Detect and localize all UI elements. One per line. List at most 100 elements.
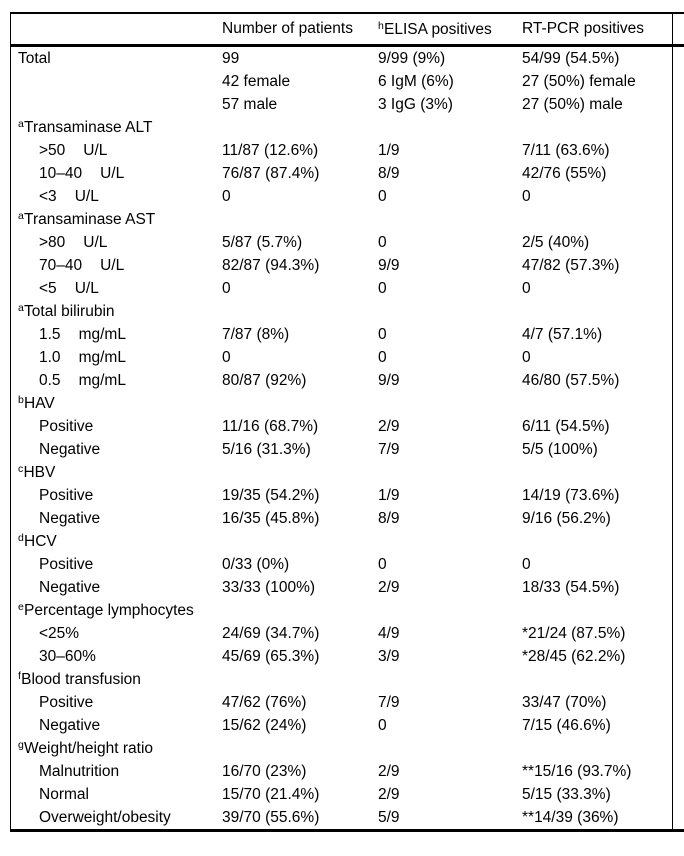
row-label: 70–40: [39, 257, 83, 274]
row-label-cell: Overweight/obesity: [10, 806, 222, 831]
row-label-cell: <5 U/L: [10, 277, 222, 300]
row-label-cell: fBlood transfusion: [10, 668, 222, 691]
row-label: Positive: [39, 487, 94, 504]
cell-elisa-positives: [378, 208, 522, 231]
table-row: 30–60% 45/69 (65.3%) 3/9 *28/45 (62.2%): [10, 645, 684, 668]
row-label-cell: 1.5 mg/mL: [10, 323, 222, 346]
table-row: 1.0 mg/mL 0 0 0: [10, 346, 684, 369]
row-unit: mg/mL: [78, 372, 126, 389]
row-label-cell: aTransaminase AST: [10, 208, 222, 231]
cell-elisa-positives: [378, 116, 522, 139]
cell-number-of-patients: [222, 530, 378, 553]
table-row: Negative 16/35 (45.8%) 8/9 9/16 (56.2%): [10, 507, 684, 530]
cell-number-of-patients: 19/35 (54.2%): [222, 486, 320, 504]
cell-elisa-positives: 3/9: [378, 647, 400, 665]
row-unit: U/L: [83, 142, 108, 159]
cell-number-of-patients: 99: [222, 49, 240, 67]
cell-elisa-positives: 9/9: [378, 371, 400, 389]
row-label: >50: [39, 142, 66, 159]
cell-number-of-patients: 5/87 (5.7%): [222, 233, 303, 251]
cell-elisa-positives: 8/9: [378, 509, 400, 527]
cell-number-of-patients: [222, 392, 378, 415]
row-label-cell: <25%: [10, 622, 222, 645]
row-label: 1.0: [39, 349, 61, 366]
row-label: Malnutrition: [39, 763, 120, 780]
results-table-container: Number of patients hELISA positives RT-P…: [10, 12, 684, 832]
cell-rtpcr-positives: 27 (50%) female: [522, 72, 636, 90]
cell-number-of-patients: [222, 208, 378, 231]
cell-number-of-patients: 57 male: [222, 95, 278, 113]
cell-rtpcr-positives: 7/15 (46.6%): [522, 716, 611, 734]
cell-number-of-patients: 39/70 (55.6%): [222, 808, 320, 826]
cell-number-of-patients: 0/33 (0%): [222, 555, 290, 573]
cell-number-of-patients: 45/69 (65.3%): [222, 647, 320, 665]
cell-rtpcr-positives: 54/99 (54.5%): [522, 49, 620, 67]
cell-rtpcr-positives: 47/82 (57.3%): [522, 256, 620, 274]
cell-rtpcr-positives: *28/45 (62.2%): [522, 647, 626, 665]
cell-elisa-positives: [378, 300, 522, 323]
cell-number-of-patients: [222, 668, 378, 691]
row-label-cell: ePercentage lymphocytes: [10, 599, 222, 622]
table-row: 42 female 6 IgM (6%) 27 (50%) female: [10, 70, 684, 93]
cell-rtpcr-positives: 42/76 (55%): [522, 164, 607, 182]
cell-elisa-positives: 3 IgG (3%): [378, 95, 453, 113]
table-row: Positive 19/35 (54.2%) 1/9 14/19 (73.6%): [10, 484, 684, 507]
row-label-cell: <3 U/L: [10, 185, 222, 208]
table-row: 10–40 U/L 76/87 (87.4%) 8/9 42/76 (55%): [10, 162, 684, 185]
cell-elisa-positives: [378, 737, 522, 760]
cell-rtpcr-positives: [522, 530, 684, 553]
row-unit: mg/mL: [78, 349, 126, 366]
cell-rtpcr-positives: [522, 461, 684, 484]
row-superscript: b: [18, 394, 25, 406]
table-row: <3 U/L 0 0 0: [10, 185, 684, 208]
cell-elisa-positives: 8/9: [378, 164, 400, 182]
cell-rtpcr-positives: [522, 599, 684, 622]
row-label-cell: 10–40 U/L: [10, 162, 222, 185]
cell-elisa-positives: 7/9: [378, 693, 400, 711]
cell-rtpcr-positives: *21/24 (87.5%): [522, 624, 626, 642]
cell-number-of-patients: 80/87 (92%): [222, 371, 307, 389]
row-label-cell: aTotal bilirubin: [10, 300, 222, 323]
cell-rtpcr-positives: 2/5 (40%): [522, 233, 590, 251]
table-left-rule: [10, 12, 11, 832]
cell-rtpcr-positives: [522, 737, 684, 760]
header-empty-cell: [10, 13, 222, 47]
row-label: Positive: [39, 418, 94, 435]
row-label: HAV: [24, 395, 55, 412]
row-label: HCV: [24, 533, 57, 550]
cell-rtpcr-positives: 9/16 (56.2%): [522, 509, 611, 527]
cell-number-of-patients: 82/87 (94.3%): [222, 256, 320, 274]
cell-number-of-patients: [222, 461, 378, 484]
row-superscript: d: [18, 532, 25, 544]
cell-number-of-patients: 76/87 (87.4%): [222, 164, 320, 182]
cell-elisa-positives: [378, 461, 522, 484]
table-row: aTransaminase ALT: [10, 116, 684, 139]
row-label: 10–40: [39, 165, 83, 182]
cell-elisa-positives: [378, 530, 522, 553]
cell-rtpcr-positives: 33/47 (70%): [522, 693, 607, 711]
row-label-cell: >50 U/L: [10, 139, 222, 162]
header-row: Number of patients hELISA positives RT-P…: [10, 13, 684, 47]
cell-rtpcr-positives: 0: [522, 555, 531, 573]
table-row: aTransaminase AST: [10, 208, 684, 231]
cell-number-of-patients: 0: [222, 187, 231, 205]
row-label: Total bilirubin: [24, 303, 115, 320]
header-label: Number of patients: [222, 20, 353, 37]
cell-elisa-positives: 9/99 (9%): [378, 49, 446, 67]
table-row: bHAV: [10, 392, 684, 415]
row-label: 1.5: [39, 326, 61, 343]
row-label: Total: [18, 50, 51, 67]
cell-rtpcr-positives: 0: [522, 187, 531, 205]
header-elisa-positives: hELISA positives: [378, 13, 522, 47]
row-superscript: a: [18, 210, 25, 222]
row-unit: U/L: [83, 234, 108, 251]
row-label-cell: bHAV: [10, 392, 222, 415]
row-label-cell: Negative: [10, 576, 222, 599]
cell-rtpcr-positives: 6/11 (54.5%): [522, 417, 610, 435]
cell-number-of-patients: 16/35 (45.8%): [222, 509, 320, 527]
header-number-of-patients: Number of patients: [222, 13, 378, 47]
row-label-cell: Positive: [10, 553, 222, 576]
row-superscript: a: [18, 302, 25, 314]
row-label-cell: aTransaminase ALT: [10, 116, 222, 139]
table-row: Negative 15/62 (24%) 0 7/15 (46.6%): [10, 714, 684, 737]
